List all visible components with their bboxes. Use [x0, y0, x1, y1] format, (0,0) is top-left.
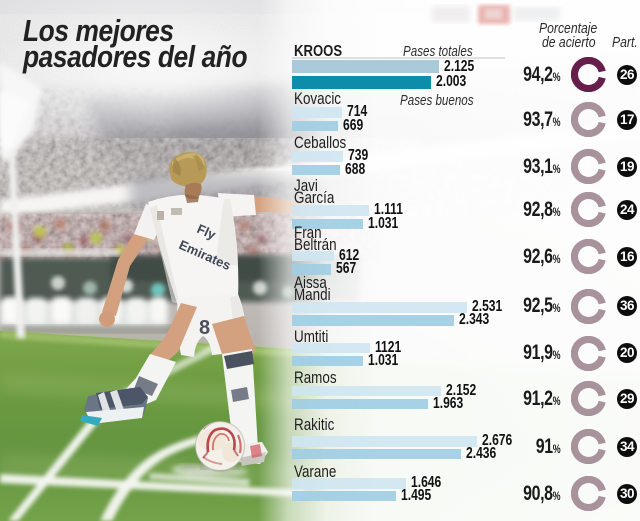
svg-text:8: 8 [199, 317, 210, 339]
svg-text:Fly: Fly [195, 221, 219, 243]
